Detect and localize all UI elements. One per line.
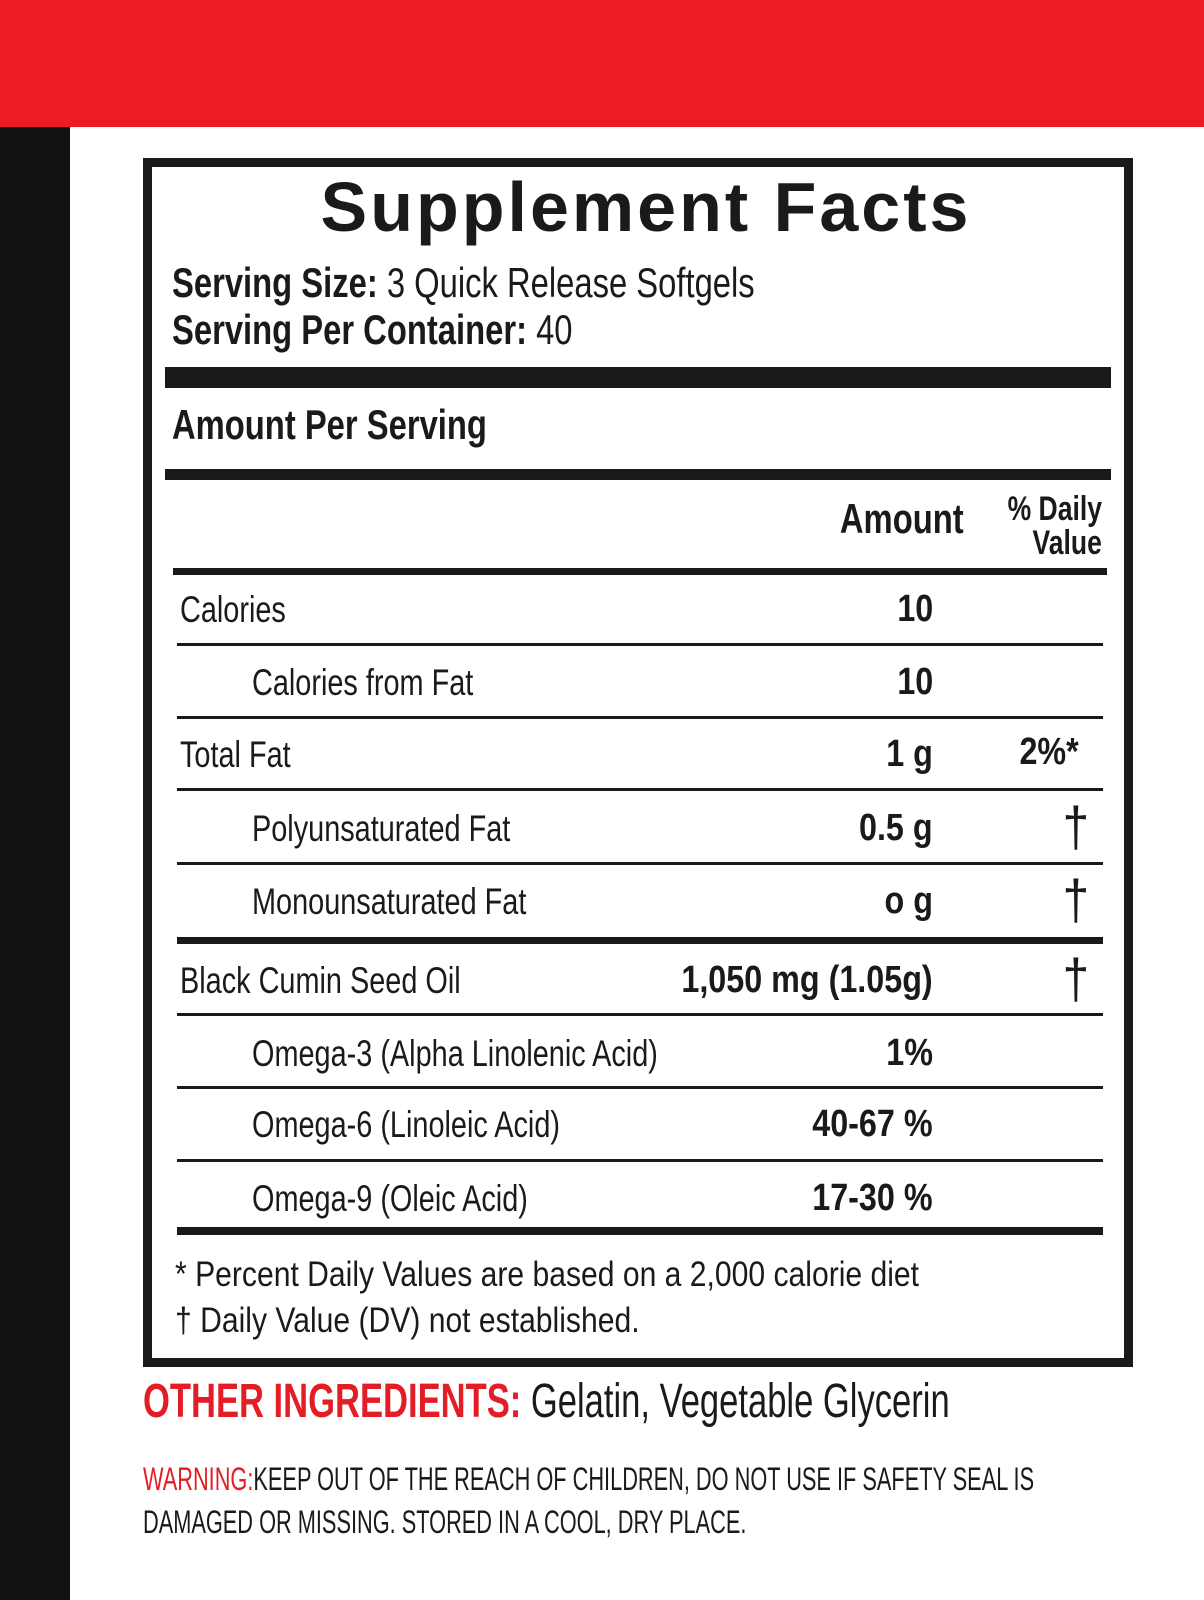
- other-ingredients-label: OTHER INGREDIENTS:: [143, 1375, 522, 1428]
- serving-size: Serving Size: 3 Quick Release Softgels: [172, 262, 919, 304]
- servings-per-container: Serving Per Container: 40: [172, 309, 686, 351]
- row-divider: [177, 862, 1103, 865]
- left-black-strip: [0, 127, 70, 1600]
- nutrient-name: Omega-9 (Oleic Acid): [252, 1178, 528, 1219]
- servings-per-container-label: Serving Per Container:: [172, 306, 527, 353]
- nutrient-daily-value: †: [1062, 795, 1089, 858]
- divider: [165, 469, 1111, 480]
- servings-per-container-value: 40: [536, 306, 573, 353]
- nutrient-amount: 17-30 %: [812, 1177, 933, 1219]
- row-divider: [177, 1159, 1103, 1162]
- row-divider: [177, 1227, 1103, 1235]
- warning-line-1: WARNING:KEEP OUT OF THE REACH OF CHILDRE…: [143, 1461, 1035, 1497]
- amount-per-serving-heading: Amount Per Serving: [172, 401, 487, 448]
- serving-size-label: Serving Size:: [172, 259, 378, 306]
- warning-label: WARNING:: [143, 1461, 254, 1497]
- thick-divider: [165, 367, 1111, 388]
- nutrient-name: Omega-6 (Linoleic Acid): [252, 1104, 560, 1145]
- nutrient-amount: 1 g: [886, 733, 933, 775]
- other-ingredients: OTHER INGREDIENTS: Gelatin, Vegetable Gl…: [143, 1378, 1204, 1426]
- nutrient-amount: 10: [897, 588, 933, 630]
- nutrient-amount: 1,050 mg (1.05g): [681, 959, 933, 1001]
- row-divider: [177, 716, 1103, 719]
- nutrient-amount: 0.5 g: [859, 807, 933, 849]
- row-divider: [177, 643, 1103, 646]
- panel-title: Supplement Facts: [320, 168, 972, 246]
- row-divider: [177, 937, 1103, 944]
- nutrient-name: Polyunsaturated Fat: [252, 808, 511, 849]
- nutrient-amount: o g: [884, 880, 933, 922]
- serving-size-value: 3 Quick Release Softgels: [386, 259, 755, 306]
- nutrient-daily-value: 2%*: [1019, 731, 1079, 773]
- row-divider: [177, 1086, 1103, 1089]
- column-header-daily-value: % Daily Value: [1007, 490, 1102, 562]
- row-divider: [177, 788, 1103, 791]
- nutrient-name: Total Fat: [180, 734, 291, 775]
- other-ingredients-value: Gelatin, Vegetable Glycerin: [530, 1375, 950, 1428]
- footnote-daily-values: * Percent Daily Values are based on a 2,…: [175, 1255, 920, 1294]
- nutrient-amount: 40-67 %: [812, 1103, 933, 1145]
- nutrient-daily-value: †: [1062, 868, 1089, 931]
- nutrient-name: Omega-3 (Alpha Linolenic Acid): [252, 1033, 658, 1074]
- nutrient-name: Monounsaturated Fat: [252, 881, 527, 922]
- top-red-band: [0, 0, 1204, 127]
- footnote-dv-not-established: † Daily Value (DV) not established.: [175, 1301, 640, 1340]
- divider: [173, 568, 1107, 575]
- nutrient-name: Calories from Fat: [252, 662, 474, 703]
- nutrient-amount: 10: [897, 661, 933, 703]
- nutrient-name: Black Cumin Seed Oil: [180, 960, 461, 1001]
- supplement-facts-panel: [143, 158, 1133, 1367]
- nutrient-amount: 1%: [886, 1032, 933, 1074]
- nutrient-daily-value: †: [1062, 947, 1089, 1010]
- column-header-amount: Amount: [840, 495, 964, 542]
- warning-line-2: DAMAGED OR MISSING. STORED IN A COOL, DR…: [143, 1504, 747, 1540]
- row-divider: [177, 1013, 1103, 1016]
- nutrient-name: Calories: [180, 589, 286, 630]
